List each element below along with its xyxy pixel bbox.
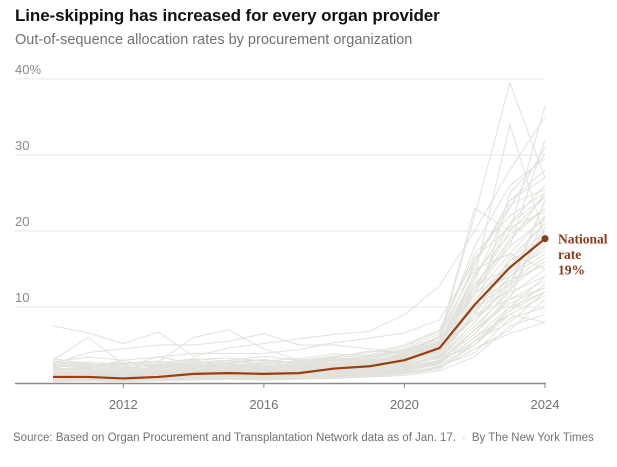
organization-line — [52, 192, 546, 371]
organization-line — [52, 124, 546, 365]
organization-series — [52, 82, 546, 382]
organization-line — [52, 116, 546, 357]
separator-dot: · — [462, 432, 466, 444]
source-note: Source: Based on Organ Procurement and T… — [13, 429, 608, 447]
organization-line — [52, 177, 546, 367]
y-axis-ticks: 40% 30 20 10 — [15, 62, 41, 305]
organization-line — [52, 215, 546, 373]
organization-line — [52, 314, 546, 382]
national-rate-endpoint — [541, 235, 549, 243]
y-tick-label: 30 — [15, 138, 29, 153]
x-axis: 2012 2016 2020 2024 — [15, 382, 560, 412]
national-rate-line — [53, 237, 546, 380]
organization-line — [52, 196, 546, 375]
source-text: Source: Based on Organ Procurement and T… — [13, 432, 457, 444]
annotation-line: rate — [558, 247, 581, 262]
organization-line — [52, 188, 546, 370]
organization-line — [52, 291, 546, 381]
annotation-line: 19% — [558, 263, 585, 278]
chart-subtitle: Out-of-sequence allocation rates by proc… — [15, 32, 413, 48]
y-tick-label: 20 — [15, 214, 29, 229]
gridlines — [15, 78, 545, 308]
x-tick-label: 2024 — [531, 397, 560, 412]
annotation-line: National — [558, 232, 608, 247]
y-tick-label: 40% — [15, 62, 41, 77]
x-tick-label: 2020 — [390, 397, 419, 412]
organization-line — [52, 321, 546, 382]
national-series — [53, 235, 549, 380]
organization-line — [52, 261, 546, 374]
organization-line — [52, 230, 546, 376]
x-tick-label: 2012 — [109, 397, 138, 412]
y-tick-label: 10 — [15, 290, 29, 305]
organization-line — [52, 223, 546, 376]
chart-title: Line-skipping has increased for every or… — [15, 6, 440, 25]
organization-line — [52, 147, 546, 363]
byline: By The New York Times — [471, 432, 594, 444]
x-tick-label: 2016 — [249, 397, 278, 412]
organization-line — [52, 211, 546, 367]
line-chart: 40% 30 20 10 2012 2016 2020 2024 Nationalrate1… — [15, 62, 608, 412]
